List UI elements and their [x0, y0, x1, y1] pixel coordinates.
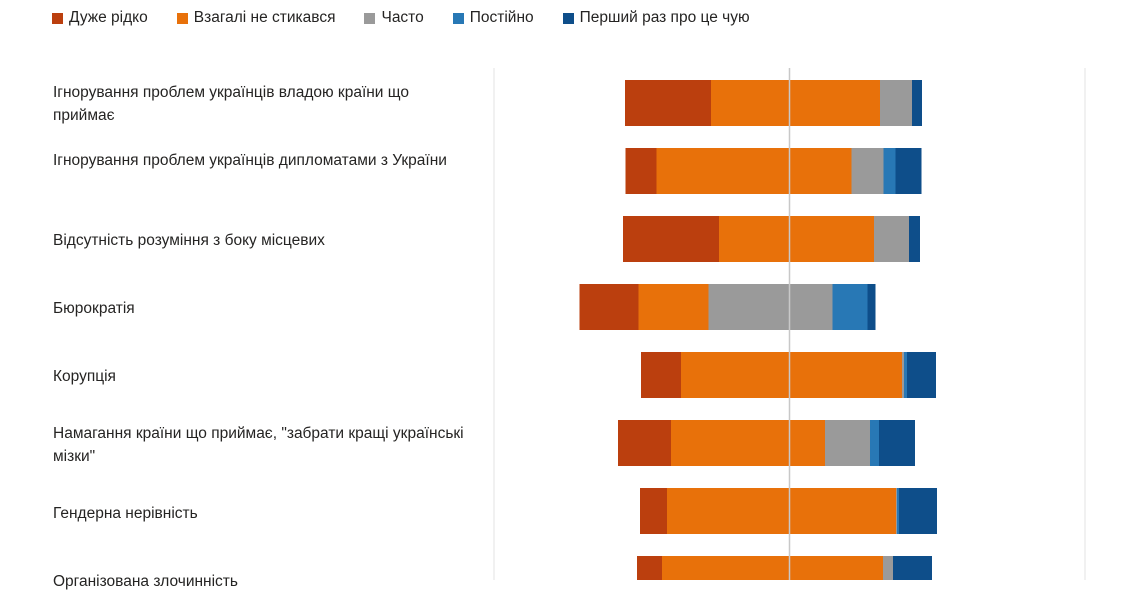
legend-label: Перший раз про це чую — [579, 9, 750, 26]
legend-item-first-time-hearing[interactable]: Перший раз про це чую — [562, 9, 750, 27]
bar-segment-never-encountered[interactable] — [671, 420, 825, 466]
category-label: Відсутність розуміння з боку місцевих — [53, 232, 325, 249]
bar-segment-very-rarely[interactable] — [625, 148, 657, 194]
bar-segment-never-encountered[interactable] — [719, 216, 874, 262]
bar-segment-very-rarely[interactable] — [579, 284, 639, 330]
bar-segment-first-time-hearing[interactable] — [895, 148, 922, 194]
bar-segment-never-encountered[interactable] — [656, 148, 852, 194]
legend-swatch — [364, 12, 376, 24]
legend-label: Дуже рідко — [69, 9, 148, 26]
bar-segment-first-time-hearing[interactable] — [907, 352, 936, 398]
bar-segment-first-time-hearing[interactable] — [893, 556, 932, 580]
legend-item-never-encountered[interactable]: Взагалі не стикався — [176, 9, 336, 27]
legend-swatch — [452, 12, 464, 24]
bar-segment-very-rarely[interactable] — [625, 80, 711, 126]
bar-segment-never-encountered[interactable] — [662, 556, 883, 580]
chart-legend: Дуже рідко Взагалі не стикався Часто Пос… — [52, 9, 779, 27]
bar-segment-often[interactable] — [851, 148, 884, 194]
category-label: Гендерна нерівність — [53, 505, 198, 522]
legend-item-often[interactable]: Часто — [364, 9, 424, 27]
bar-segment-constantly[interactable] — [897, 488, 899, 534]
legend-item-very-rarely[interactable]: Дуже рідко — [52, 9, 148, 27]
category-label: Намагання країни що приймає, "забрати кр… — [53, 425, 464, 465]
bar-segment-very-rarely[interactable] — [640, 488, 667, 534]
category-label: Ігнорування проблем українців дипломатам… — [53, 152, 447, 169]
legend-label: Постійно — [469, 9, 534, 26]
bar-segment-first-time-hearing[interactable] — [912, 80, 922, 126]
bar-segment-often[interactable] — [880, 80, 912, 126]
bars-layer — [579, 80, 937, 580]
bar-segment-never-encountered[interactable] — [681, 352, 902, 398]
legend-swatch — [562, 12, 574, 24]
bar-segment-often[interactable] — [902, 352, 904, 398]
category-label: Корупція — [53, 368, 116, 385]
bar-segment-first-time-hearing[interactable] — [899, 488, 937, 534]
legend-swatch — [52, 12, 63, 24]
bar-segment-first-time-hearing[interactable] — [867, 284, 876, 330]
bar-segment-never-encountered[interactable] — [638, 284, 709, 330]
bar-segment-very-rarely[interactable] — [623, 216, 719, 262]
bar-segment-constantly[interactable] — [904, 352, 907, 398]
legend-label: Часто — [381, 9, 424, 26]
bar-segment-often[interactable] — [825, 420, 870, 466]
legend-label: Взагалі не стикався — [193, 9, 336, 26]
bar-segment-constantly[interactable] — [883, 148, 896, 194]
bar-segment-often[interactable] — [896, 488, 897, 534]
bar-segment-constantly[interactable] — [870, 420, 879, 466]
bar-segment-often[interactable] — [874, 216, 909, 262]
legend-swatch — [176, 12, 188, 24]
bar-segment-very-rarely[interactable] — [618, 420, 671, 466]
bar-segment-never-encountered[interactable] — [711, 80, 880, 126]
legend-item-constantly[interactable]: Постійно — [452, 9, 534, 27]
bar-segment-very-rarely[interactable] — [641, 352, 681, 398]
bar-chart — [493, 68, 1086, 580]
bar-segment-often[interactable] — [708, 284, 833, 330]
category-label: Бюрократія — [53, 300, 135, 317]
bar-segment-never-encountered[interactable] — [667, 488, 896, 534]
bar-segment-first-time-hearing[interactable] — [909, 216, 920, 262]
bar-segment-constantly[interactable] — [832, 284, 868, 330]
bar-segment-very-rarely[interactable] — [637, 556, 662, 580]
bar-segment-often[interactable] — [883, 556, 893, 580]
bar-segment-first-time-hearing[interactable] — [879, 420, 915, 466]
category-label: Ігнорування проблем українців владою кра… — [53, 84, 409, 124]
